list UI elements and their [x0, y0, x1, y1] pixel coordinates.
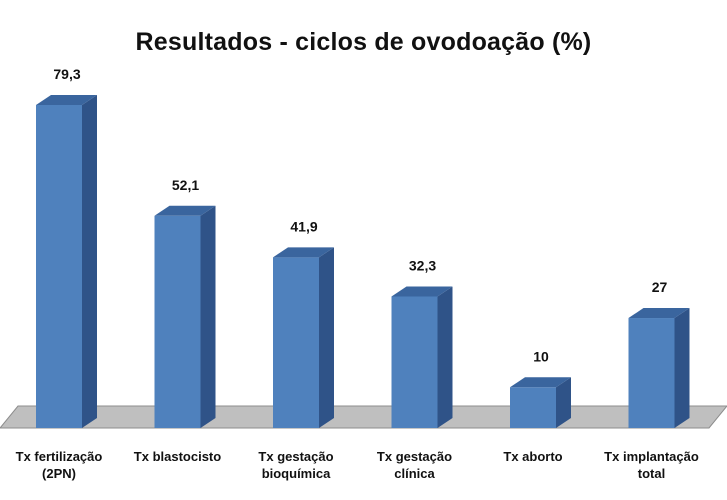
chart-floor	[0, 405, 727, 429]
bar-front-face	[391, 296, 438, 428]
bar-1	[154, 205, 216, 428]
category-label: total	[638, 466, 665, 481]
bar-top-face	[154, 205, 216, 216]
bar-front-face	[510, 387, 556, 428]
bar-front-face	[154, 215, 201, 428]
category-label: Tx implantação	[604, 449, 699, 464]
bar-2	[273, 247, 334, 428]
bar-side-face	[674, 308, 690, 428]
category-label: Tx fertilização	[16, 449, 103, 464]
bar-3	[391, 286, 453, 428]
value-label: 79,3	[53, 66, 80, 82]
category-label: clínica	[394, 466, 435, 481]
bar-front-face	[273, 257, 319, 428]
value-label: 52,1	[172, 177, 199, 193]
bar-front-face	[36, 105, 82, 428]
bar-0	[36, 95, 97, 428]
bar-front-face	[628, 318, 675, 428]
chart-title: Resultados - ciclos de ovodoação (%)	[135, 28, 592, 56]
bar-side-face	[319, 247, 334, 428]
bar-top-face	[628, 308, 690, 319]
category-label: (2PN)	[42, 466, 76, 481]
category-label: bioquímica	[262, 466, 331, 481]
bar-side-face	[82, 95, 97, 428]
value-label: 27	[652, 279, 668, 295]
category-label: Tx aborto	[503, 449, 562, 464]
bar-top-face	[36, 95, 97, 105]
value-label: 10	[533, 348, 549, 364]
bar-5	[628, 308, 690, 428]
value-label: 32,3	[409, 257, 436, 273]
category-label: Tx gestação	[377, 449, 452, 464]
bar-top-face	[391, 286, 453, 297]
bar-top-face	[273, 247, 334, 258]
category-label: Tx blastocisto	[134, 449, 221, 464]
bar-side-face	[437, 286, 453, 428]
value-label: 41,9	[290, 218, 317, 234]
bar-top-face	[510, 377, 571, 388]
bar-4	[510, 377, 571, 428]
bar-side-face	[556, 377, 571, 428]
category-label: Tx gestação	[258, 449, 333, 464]
bar-side-face	[200, 205, 216, 428]
